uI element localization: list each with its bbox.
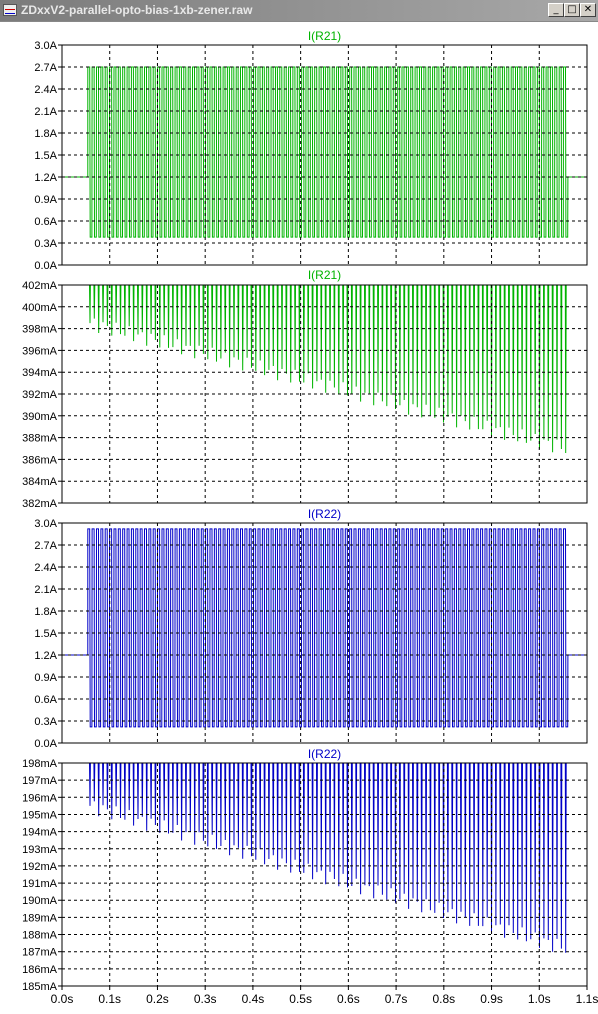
x-tick-label: 0.6s bbox=[337, 992, 360, 1006]
pane-title: I(R22) bbox=[308, 747, 341, 761]
y-tick-label: 0.6A bbox=[34, 216, 57, 228]
y-tick-label: 3.0A bbox=[34, 518, 57, 530]
y-tick-label: 0.6A bbox=[34, 694, 57, 706]
y-tick-label: 392mA bbox=[22, 389, 58, 401]
pane-title: I(R21) bbox=[308, 29, 341, 43]
y-tick-label: 388mA bbox=[22, 433, 58, 445]
x-tick-label: 0.3s bbox=[194, 992, 217, 1006]
plot-frame bbox=[61, 284, 588, 504]
y-tick-label: 2.4A bbox=[34, 84, 57, 96]
y-tick-label: 1.5A bbox=[34, 628, 57, 640]
x-tick-label: 0.1s bbox=[98, 992, 121, 1006]
chart-pane-1: I(R21) 0.0A 0.3A 0.6A 0.9A 1.2A 1.5A 1.8A 2.1A 2.… bbox=[34, 29, 588, 272]
y-tick-label: 0.3A bbox=[34, 238, 57, 250]
y-tick-label: 2.1A bbox=[34, 584, 57, 596]
plot-frame bbox=[61, 522, 588, 744]
y-tick-label: 186mA bbox=[22, 964, 58, 976]
x-tick-label: 0.8s bbox=[432, 992, 455, 1006]
y-tick-label: 0.9A bbox=[34, 194, 57, 206]
x-tick-label: 1.0s bbox=[528, 992, 551, 1006]
y-tick-label: 0.0A bbox=[34, 738, 57, 750]
y-tick-label: 1.2A bbox=[34, 172, 57, 184]
y-tick-label: 3.0A bbox=[34, 40, 57, 52]
y-tick-label: 189mA bbox=[22, 912, 58, 924]
y-tick-label: 187mA bbox=[22, 947, 58, 959]
y-tick-label: 2.1A bbox=[34, 106, 57, 118]
chart-pane-2: I(R21) 382mA 384mA 386mA 388mA 390mA 392mA 394m… bbox=[22, 268, 588, 510]
y-tick-label: 195mA bbox=[22, 809, 58, 821]
y-tick-label: 188mA bbox=[22, 930, 58, 942]
title-bar[interactable]: ZDxxV2-parallel-opto-bias-1xb-zener.raw … bbox=[0, 0, 598, 22]
y-tick-label: 1.5A bbox=[34, 150, 57, 162]
y-tick-label: 0.0A bbox=[34, 260, 57, 272]
waveform-app-icon bbox=[3, 4, 17, 16]
y-tick-label: 1.2A bbox=[34, 650, 57, 662]
x-tick-label: 0.5s bbox=[289, 992, 312, 1006]
series-line bbox=[87, 284, 567, 454]
y-tick-label: 400mA bbox=[22, 302, 58, 314]
y-tick-label: 396mA bbox=[22, 345, 58, 357]
y-tick-label: 394mA bbox=[22, 367, 58, 379]
plot-frame bbox=[61, 44, 588, 266]
y-tick-label: 390mA bbox=[22, 411, 58, 423]
minimize-button[interactable]: _ bbox=[548, 3, 564, 17]
pane-title: I(R21) bbox=[308, 268, 341, 282]
x-tick-label: 0.4s bbox=[242, 992, 265, 1006]
close-button[interactable]: ✕ bbox=[580, 3, 596, 17]
y-tick-label: 0.9A bbox=[34, 672, 57, 684]
y-tick-label: 2.4A bbox=[34, 562, 57, 574]
y-tick-label: 382mA bbox=[22, 498, 58, 510]
y-tick-label: 402mA bbox=[22, 280, 58, 292]
y-tick-label: 1.8A bbox=[34, 606, 57, 618]
plot-frame bbox=[61, 762, 588, 987]
y-tick-label: 196mA bbox=[22, 792, 58, 804]
series-line bbox=[62, 66, 587, 238]
pane-title: I(R22) bbox=[308, 507, 341, 521]
x-tick-label: 0.0s bbox=[51, 992, 74, 1006]
x-tick-label: 0.9s bbox=[480, 992, 503, 1006]
chart-pane-4: I(R22) 185mA 186mA 187mA 188mA 189mA 190mA 191m… bbox=[22, 747, 598, 1006]
x-tick-label: 0.2s bbox=[146, 992, 169, 1006]
chart-pane-3: I(R22) 0.0A 0.3A 0.6A 0.9A 1.2A 1.5A 1.8A 2.1A 2.… bbox=[34, 507, 588, 750]
x-tick-label: 1.1s bbox=[576, 992, 598, 1006]
y-tick-label: 191mA bbox=[22, 878, 58, 890]
maximize-button[interactable]: □ bbox=[564, 3, 580, 17]
y-tick-label: 386mA bbox=[22, 454, 58, 466]
y-tick-label: 2.7A bbox=[34, 540, 57, 552]
y-tick-label: 1.8A bbox=[34, 128, 57, 140]
series-line bbox=[87, 762, 567, 953]
y-tick-label: 198mA bbox=[22, 758, 58, 770]
y-tick-label: 2.7A bbox=[34, 62, 57, 74]
y-tick-label: 398mA bbox=[22, 324, 58, 336]
window-title: ZDxxV2-parallel-opto-bias-1xb-zener.raw bbox=[21, 3, 253, 17]
y-tick-label: 197mA bbox=[22, 775, 58, 787]
y-tick-label: 0.3A bbox=[34, 716, 57, 728]
y-tick-label: 185mA bbox=[22, 981, 58, 993]
y-tick-label: 194mA bbox=[22, 827, 58, 839]
y-tick-label: 384mA bbox=[22, 476, 58, 488]
y-tick-label: 190mA bbox=[22, 895, 58, 907]
series-line bbox=[62, 528, 587, 728]
y-tick-label: 192mA bbox=[22, 861, 58, 873]
x-tick-label: 0.7s bbox=[385, 992, 408, 1006]
y-tick-label: 193mA bbox=[22, 844, 58, 856]
